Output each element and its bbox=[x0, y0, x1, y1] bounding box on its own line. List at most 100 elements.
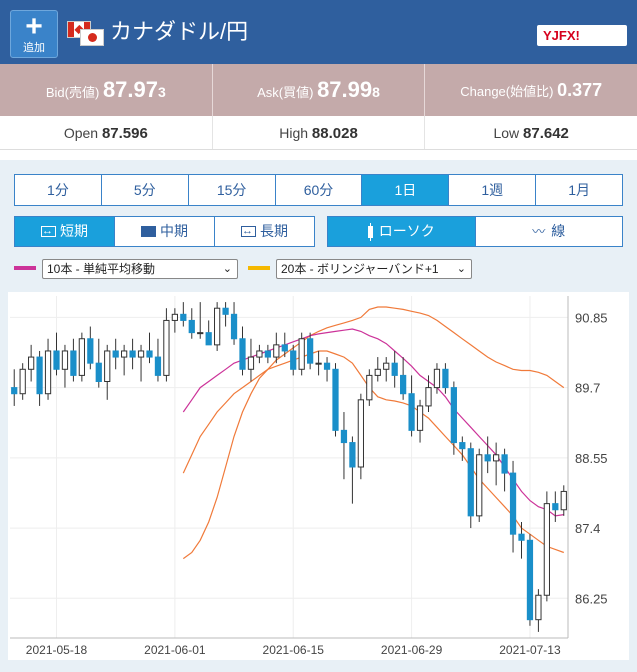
candle-body bbox=[526, 539, 534, 621]
range-short-icon bbox=[41, 222, 56, 240]
high-stat: High 88.028 bbox=[213, 116, 426, 149]
indicator-1-swatch bbox=[14, 266, 36, 270]
ask-quote: Ask(買値) 87.998 bbox=[213, 64, 426, 116]
add-button[interactable]: + 追加 bbox=[10, 10, 58, 58]
chart-type-line[interactable]: 〰線 bbox=[476, 217, 623, 246]
x-tick-label: 2021-06-15 bbox=[263, 643, 325, 657]
candle-body bbox=[290, 350, 297, 370]
high-value: 88.028 bbox=[311, 125, 358, 142]
candle-body bbox=[214, 307, 221, 346]
candle bbox=[247, 338, 255, 382]
candle-body bbox=[467, 448, 474, 517]
moving-average-line bbox=[182, 328, 564, 517]
candle bbox=[146, 332, 153, 364]
candle-body bbox=[383, 362, 390, 370]
candle-body bbox=[197, 332, 204, 335]
period-5min[interactable]: 5分 bbox=[102, 175, 189, 205]
bollinger-lower-line bbox=[182, 350, 565, 554]
y-tick-label: 90.85 bbox=[575, 310, 608, 325]
candle-body bbox=[230, 313, 238, 340]
candle-body bbox=[374, 368, 381, 376]
period-1week[interactable]: 1週 bbox=[449, 175, 537, 205]
change-value: 0.377 bbox=[557, 80, 603, 100]
candle bbox=[298, 332, 305, 376]
candle bbox=[137, 344, 145, 382]
candle bbox=[129, 338, 136, 370]
candle-body bbox=[61, 350, 69, 370]
range-short[interactable]: 短期 bbox=[15, 217, 115, 246]
candle bbox=[366, 369, 373, 406]
chevron-down-icon: ⌄ bbox=[456, 263, 466, 275]
candle bbox=[61, 344, 69, 388]
candle-body bbox=[163, 319, 170, 376]
x-tick-label: 2021-07-13 bbox=[499, 643, 561, 657]
candle-body bbox=[501, 454, 508, 474]
period-1day[interactable]: 1日 bbox=[362, 175, 450, 205]
indicator-1: 10本 - 単純平均移動 ⌄ bbox=[14, 259, 240, 279]
candle-body bbox=[340, 429, 348, 444]
candle bbox=[154, 338, 162, 382]
indicator-2-select[interactable]: 20本 - ボリンジャーバンド+1 ⌄ bbox=[276, 259, 472, 279]
candle bbox=[112, 338, 119, 370]
candle-body bbox=[154, 356, 162, 376]
period-1month[interactable]: 1月 bbox=[568, 182, 590, 198]
currency-flags bbox=[67, 21, 105, 47]
candle-body bbox=[307, 338, 314, 364]
candle bbox=[171, 308, 178, 333]
candle-body bbox=[137, 350, 145, 358]
candle bbox=[188, 308, 195, 339]
candle-body bbox=[298, 338, 305, 370]
candlestick-icon bbox=[367, 223, 373, 241]
y-tick-label: 86.25 bbox=[575, 591, 608, 606]
candle-body bbox=[87, 338, 94, 364]
ohl-row: Open 87.596 High 88.028 Low 87.642 bbox=[0, 116, 637, 150]
candle bbox=[239, 326, 246, 376]
ask-label: Ask(買値) bbox=[257, 85, 314, 100]
candle bbox=[442, 363, 449, 394]
candle bbox=[374, 357, 381, 382]
period-15min[interactable]: 15分 bbox=[189, 175, 276, 205]
candle bbox=[332, 363, 339, 437]
candle bbox=[501, 448, 508, 492]
period-1min[interactable]: 1分 bbox=[15, 175, 102, 205]
candle bbox=[552, 491, 559, 522]
chart-type-candle[interactable]: ローソク bbox=[328, 217, 476, 246]
candle bbox=[78, 332, 85, 382]
candle bbox=[205, 320, 212, 346]
indicator-1-select[interactable]: 10本 - 単純平均移動 ⌄ bbox=[42, 259, 238, 279]
candle-body bbox=[493, 454, 500, 462]
candle-body bbox=[408, 393, 415, 431]
chevron-down-icon: ⌄ bbox=[222, 263, 232, 275]
candle-body bbox=[323, 362, 331, 370]
candle bbox=[543, 491, 550, 602]
candle bbox=[391, 350, 398, 388]
candle bbox=[400, 357, 407, 400]
candle-body bbox=[104, 350, 111, 383]
candle-body bbox=[19, 368, 26, 395]
candle-body bbox=[44, 350, 52, 395]
quote-bar: Bid(売値) 87.973 Ask(買値) 87.998 Change(始値比… bbox=[0, 64, 637, 116]
candle-body bbox=[247, 356, 255, 370]
candle bbox=[416, 399, 424, 443]
change-quote: Change(始値比) 0.377 bbox=[425, 64, 637, 116]
candle bbox=[315, 350, 322, 376]
range-mid[interactable]: 中期 bbox=[115, 217, 215, 246]
candle bbox=[104, 344, 111, 400]
plus-icon: + bbox=[25, 10, 43, 43]
ask-value: 87.99 bbox=[317, 77, 373, 102]
candle bbox=[459, 436, 466, 461]
price-chart: 90.85 89.7 88.55 87.4 86.25 2021-05-18 2021-0… bbox=[8, 292, 629, 660]
candle-body bbox=[450, 387, 457, 444]
y-tick-label: 89.7 bbox=[575, 381, 600, 396]
period-60min[interactable]: 60分 bbox=[276, 175, 363, 205]
candle bbox=[433, 363, 441, 394]
change-label: Change(始値比) bbox=[460, 84, 554, 99]
candle-body bbox=[332, 368, 339, 431]
candle-body bbox=[28, 356, 35, 370]
candle bbox=[357, 393, 364, 480]
candle-body bbox=[11, 387, 18, 395]
range-long[interactable]: 長期 bbox=[215, 217, 314, 246]
candle-body bbox=[552, 503, 559, 511]
candle bbox=[230, 302, 238, 345]
candle bbox=[19, 363, 26, 400]
